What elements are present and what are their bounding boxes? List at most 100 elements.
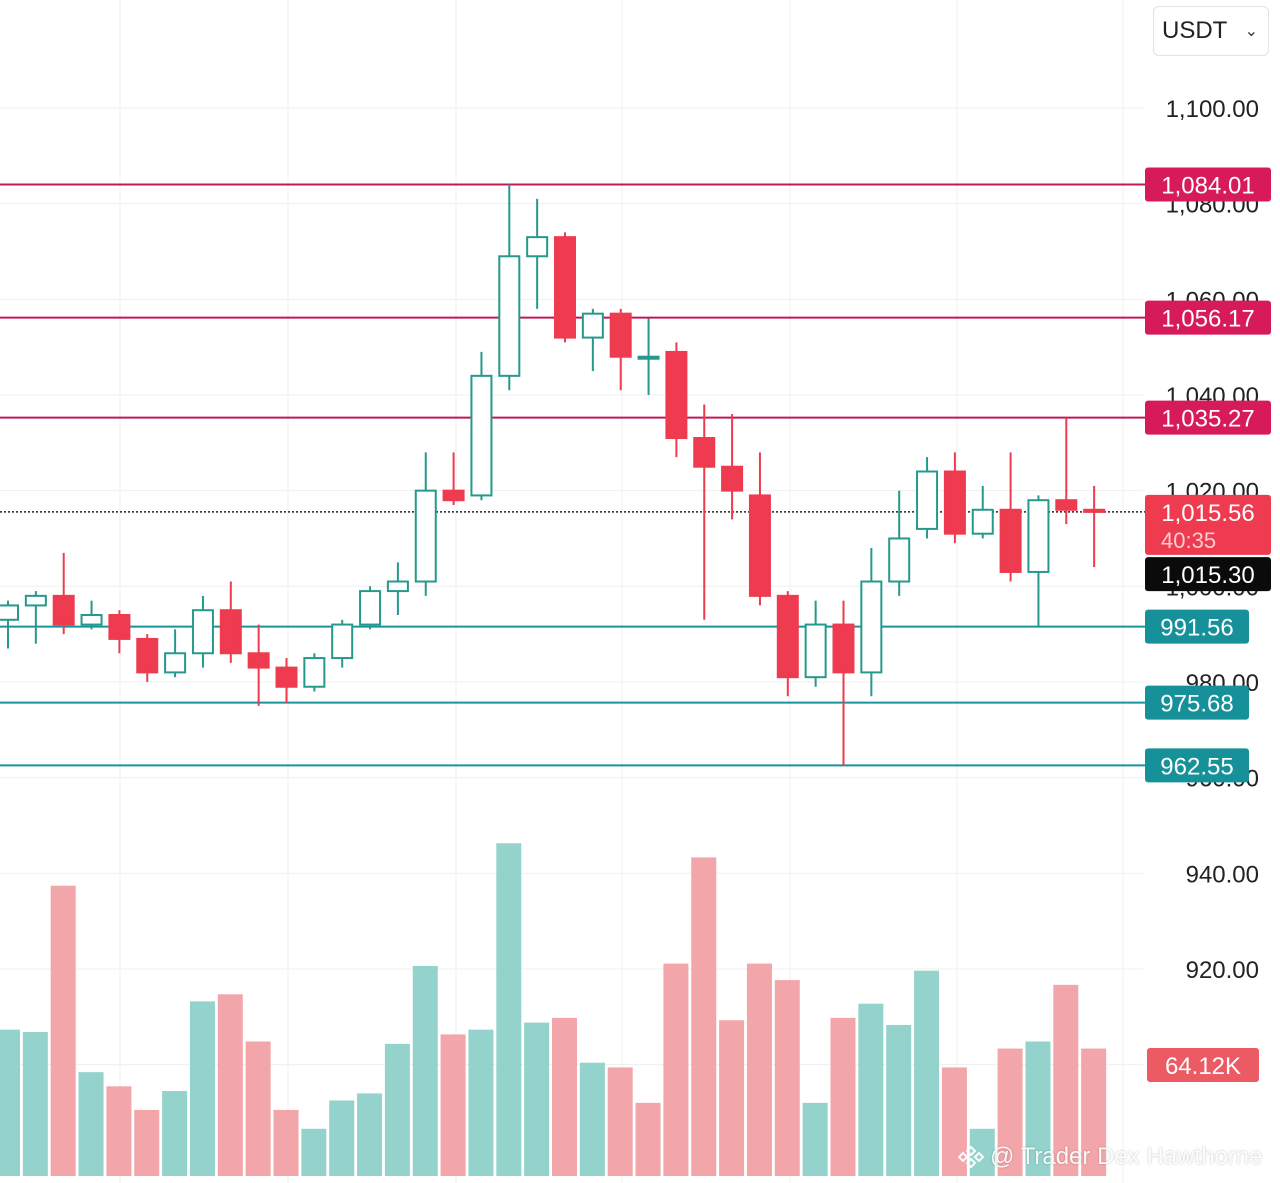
candle-down [943, 470, 966, 535]
level-badge-label: 991.56 [1160, 615, 1233, 642]
volume-bar [830, 1017, 856, 1176]
candle-down [999, 508, 1022, 573]
volume-bar [412, 965, 438, 1176]
volume-bar [1081, 1048, 1107, 1176]
candle-down [52, 594, 75, 626]
volume-bar [496, 843, 522, 1176]
candle-up [164, 652, 187, 674]
candle-down [1055, 499, 1078, 511]
candles [0, 184, 1106, 766]
candle-up [470, 374, 493, 497]
volume-bar [774, 980, 800, 1176]
volume-bar [579, 1062, 605, 1176]
watermark: @ Trader Dex Hawthorne [958, 1140, 1262, 1174]
level-badge-label: 1,056.17 [1161, 306, 1254, 333]
candle-down [609, 312, 632, 358]
volume-bar [997, 1048, 1023, 1176]
y-tick-label: 1,100.00 [1166, 96, 1259, 123]
volume-bar [1025, 1041, 1051, 1176]
volume-bar [524, 1022, 550, 1176]
candle-up [24, 594, 47, 607]
level-badge [1145, 400, 1271, 435]
level-badge-label: 1,035.27 [1161, 406, 1254, 433]
currency-select[interactable]: USDT ⌄ [1153, 6, 1269, 56]
volume-bar [162, 1091, 188, 1176]
candle-up [1027, 499, 1050, 573]
binance-logo-icon [958, 1145, 984, 1169]
level-badge [1145, 748, 1249, 783]
volume-bar [468, 1029, 494, 1176]
volume-bar [245, 1041, 271, 1176]
last-price-badge [1145, 494, 1271, 555]
candle-down [665, 350, 688, 440]
volume-bar [78, 1072, 104, 1176]
volume-bar [719, 1020, 745, 1176]
candle-down [721, 465, 744, 492]
candle-down [108, 613, 131, 640]
candle-up [0, 604, 19, 621]
candle-up [804, 623, 827, 679]
volume-bar [357, 1093, 383, 1176]
volume-bar [1053, 984, 1079, 1176]
volume-bar [22, 1032, 48, 1176]
candle-down [776, 594, 799, 679]
candle-down [748, 494, 771, 597]
volume-bar [329, 1100, 355, 1176]
candle-down [1083, 508, 1106, 513]
volume-bar [858, 1003, 884, 1176]
price-badges: 1,084.01 1,056.17 1,035.27 991.56 975.68 962.… [1145, 167, 1271, 1082]
candle-up [303, 657, 326, 688]
currency-select-value: USDT [1162, 17, 1228, 44]
candle-down [219, 609, 242, 655]
candle-countdown: 40:35 [1161, 528, 1216, 553]
chevron-down-icon: ⌄ [1244, 23, 1258, 40]
volume-badge [1147, 1048, 1259, 1082]
price-levels [0, 183, 1145, 767]
volume-bars [0, 843, 1107, 1176]
candle-down [275, 666, 298, 688]
volume-bar [384, 1043, 410, 1176]
candle-up [581, 312, 604, 339]
level-badge-label: 975.68 [1160, 691, 1233, 718]
candle-up [331, 623, 354, 660]
volume-bar [106, 1086, 132, 1176]
level-badge-label: 1,084.01 [1161, 172, 1254, 199]
level-badge-label: 962.55 [1160, 753, 1233, 780]
volume-bar [607, 1067, 633, 1176]
watermark-text: @ Trader Dex Hawthorne [990, 1143, 1263, 1170]
volume-bar [50, 885, 76, 1176]
candle-up [359, 590, 382, 626]
crosshair-badge [1145, 557, 1271, 592]
last-price-label: 1,015.56 [1161, 500, 1254, 527]
candle-down [442, 489, 465, 502]
candle-up [971, 508, 994, 535]
candle-up [860, 580, 883, 674]
volume-bar [301, 1128, 327, 1176]
volume-bar [440, 1034, 466, 1176]
candle-up [526, 236, 549, 258]
candle-up [888, 537, 911, 583]
volume-bar [886, 1024, 912, 1176]
candle-up [386, 580, 409, 593]
volume-bar [134, 1109, 160, 1176]
candle-up [191, 609, 214, 655]
volume-bar [0, 1029, 20, 1176]
candle-up [80, 613, 103, 626]
volume-bar [273, 1109, 299, 1176]
candle-up [916, 470, 939, 530]
candle-up [414, 489, 437, 583]
volume-bar [914, 970, 940, 1176]
volume-bar [663, 963, 689, 1176]
candle-down [832, 623, 855, 674]
level-badge [1145, 167, 1271, 202]
candle-up [498, 255, 521, 377]
level-badge [1145, 300, 1271, 335]
y-tick-label: 920.00 [1186, 957, 1259, 984]
level-badge [1145, 609, 1249, 644]
y-tick-label: 940.00 [1186, 861, 1259, 888]
volume-label: 64.12K [1165, 1053, 1241, 1080]
volume-bar [189, 1001, 215, 1176]
volume-bar [746, 963, 772, 1176]
candle-down [693, 437, 716, 468]
